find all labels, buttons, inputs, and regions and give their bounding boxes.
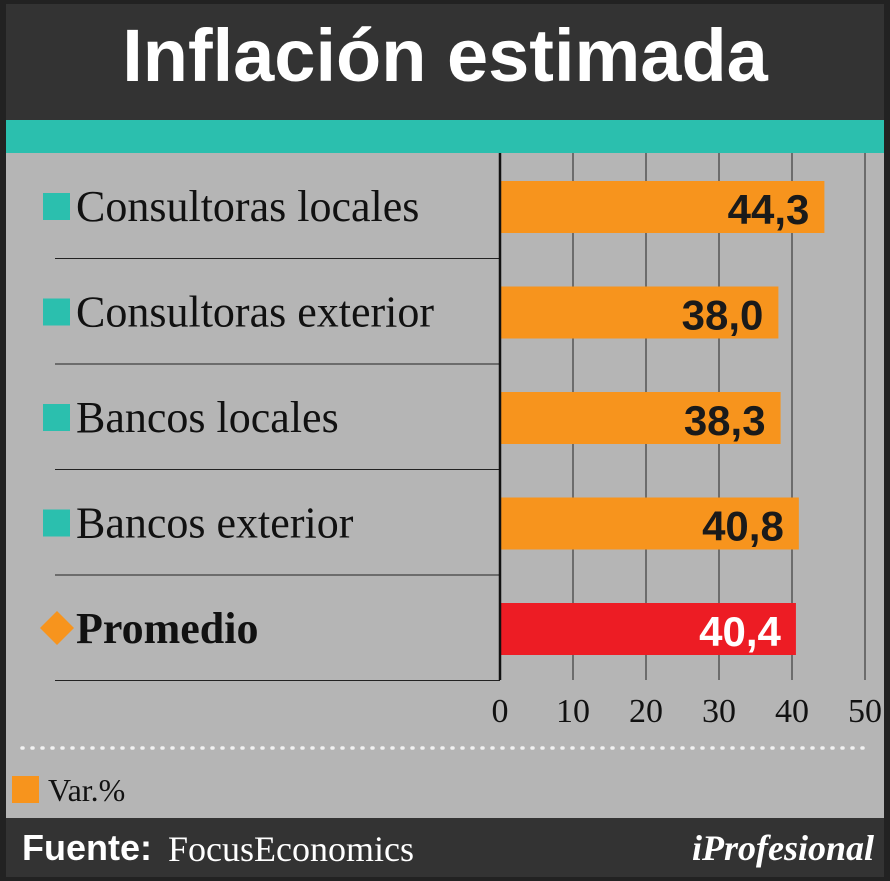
- x-tick-label-10: 10: [556, 693, 590, 730]
- diamond-marker-icon: [40, 611, 74, 645]
- x-tick-label-40: 40: [775, 693, 809, 730]
- accent-bar: [6, 120, 884, 153]
- chart-panel: [6, 153, 884, 818]
- chart-title: Inflación estimada: [122, 14, 768, 97]
- bar-1: [501, 286, 779, 339]
- square-marker-icon: [43, 193, 70, 220]
- legend-label: Var.%: [48, 772, 126, 808]
- category-label-0: Consultoras locales: [76, 182, 419, 231]
- x-tick-label-0: 0: [492, 693, 509, 730]
- square-marker-icon: [43, 404, 70, 431]
- x-tick-label-50: 50: [848, 693, 882, 730]
- value-label-3: 40,8: [702, 503, 784, 550]
- value-label-1: 38,0: [682, 292, 764, 339]
- value-label-2: 38,3: [684, 397, 766, 444]
- category-label-2: Bancos locales: [76, 393, 339, 442]
- brand-logo: iProfesional: [691, 828, 874, 868]
- header: Inflación estimada: [6, 4, 884, 120]
- square-marker-icon: [43, 509, 70, 537]
- source-value: FocusEconomics: [168, 829, 414, 869]
- bar-2: [501, 392, 781, 444]
- footer: Fuente: FocusEconomics iProfesional: [6, 818, 884, 877]
- category-label-4: Promedio: [76, 604, 259, 653]
- value-label-4: 40,4: [699, 608, 781, 655]
- x-tick-label-20: 20: [629, 693, 663, 730]
- bar-4: [501, 603, 796, 655]
- category-label-3: Bancos exterior: [76, 499, 354, 548]
- category-label-1: Consultoras exterior: [76, 288, 434, 337]
- bar-0: [501, 181, 825, 233]
- bar-3: [501, 497, 799, 550]
- square-marker-icon: [43, 298, 70, 326]
- x-tick-label-30: 30: [702, 693, 736, 730]
- source-label: Fuente:: [22, 827, 152, 868]
- value-label-0: 44,3: [728, 186, 810, 233]
- legend-swatch: [12, 776, 39, 803]
